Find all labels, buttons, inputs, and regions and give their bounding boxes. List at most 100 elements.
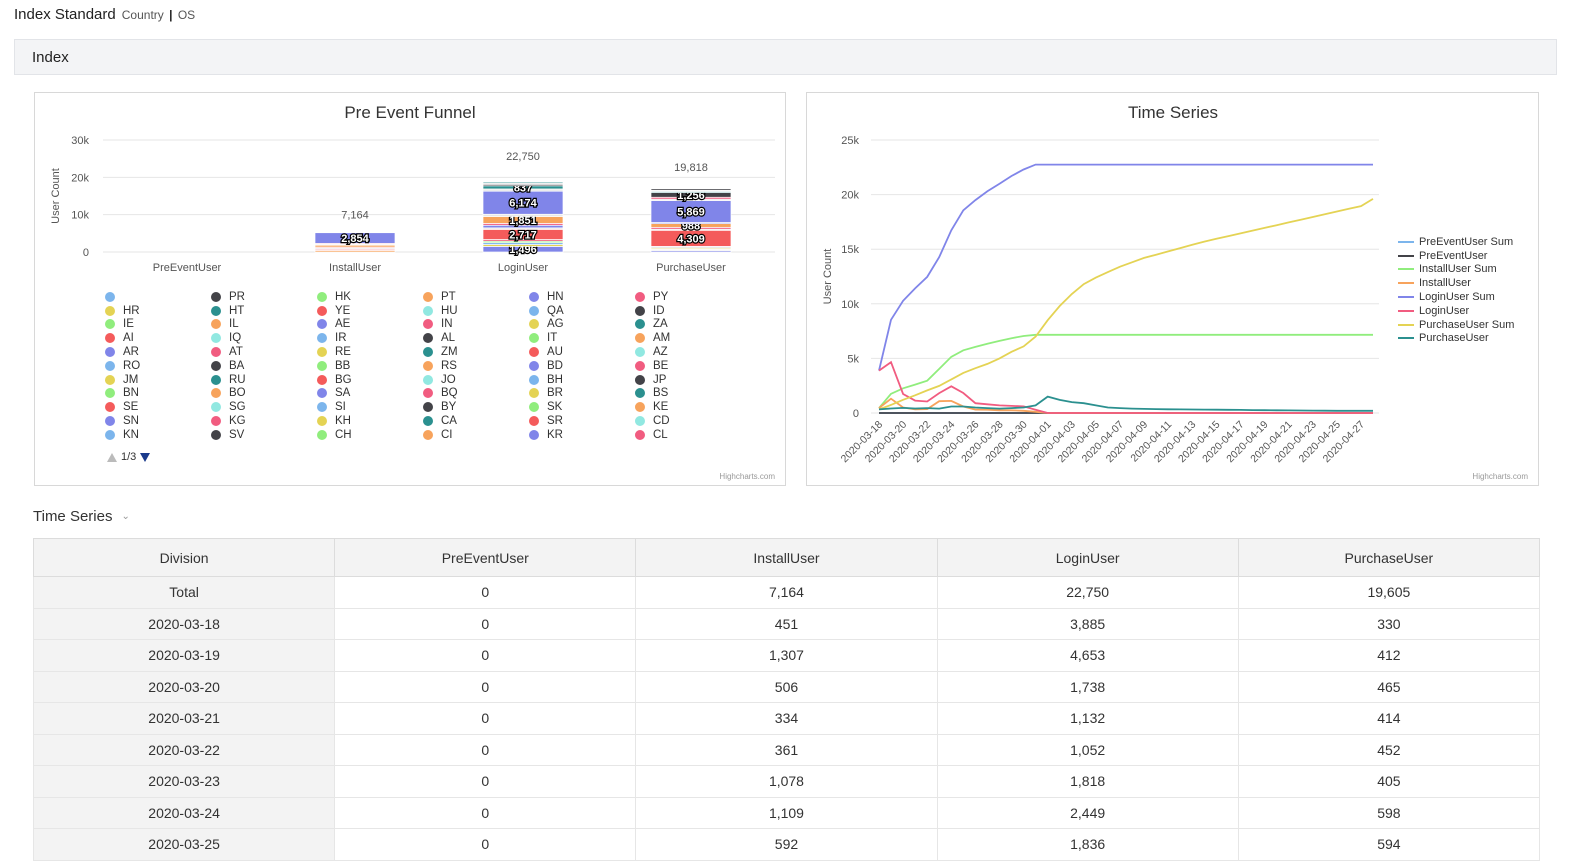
legend-item[interactable]: LoginUser Sum [1398,290,1514,304]
legend-item[interactable]: PurchaseUser [1398,332,1514,346]
legend-item[interactable]: BY [423,400,529,414]
legend-item[interactable]: PreEventUser Sum [1398,235,1514,249]
legend-item[interactable]: AZ [635,345,741,359]
column-header[interactable]: InstallUser [635,538,938,577]
legend-item[interactable]: InstallUser [1398,276,1514,290]
legend-item[interactable]: BN [105,387,211,401]
legend-item[interactable]: PY [635,290,741,304]
legend-item[interactable]: PR [211,290,317,304]
legend-label: SG [229,401,246,414]
column-header[interactable]: PurchaseUser [1237,538,1541,577]
legend-item[interactable]: AU [529,345,635,359]
legend-item[interactable]: AL [423,331,529,345]
os-link[interactable]: OS [177,8,196,22]
legend-item[interactable]: BQ [423,387,529,401]
column-header[interactable]: Division [32,538,336,577]
legend-marker [317,347,327,358]
legend-item[interactable]: CA [423,414,529,428]
legend-item[interactable]: CD [635,414,741,428]
legend-item[interactable]: ID [635,304,741,318]
legend-item[interactable]: PurchaseUser Sum [1398,318,1514,332]
pager-down-icon[interactable] [140,452,151,462]
legend-item[interactable] [105,290,211,304]
legend-item[interactable]: HU [423,304,529,318]
legend-item[interactable]: YE [317,304,423,318]
legend-item[interactable]: HK [317,290,423,304]
legend-item[interactable]: ZM [423,345,529,359]
legend-item[interactable]: BE [635,359,741,373]
legend-item[interactable]: CL [635,428,741,442]
legend-item[interactable]: HR [105,304,211,318]
legend-item[interactable]: BR [529,387,635,401]
legend-item[interactable]: SK [529,400,635,414]
legend-item[interactable]: JM [105,373,211,387]
legend-item[interactable]: IR [317,331,423,345]
table-row: 2020-03-24 0 1,109 2,449 598 [32,796,1541,829]
legend-item[interactable]: QA [529,304,635,318]
legend-item[interactable]: JP [635,373,741,387]
legend-item[interactable]: AM [635,331,741,345]
legend-item[interactable]: IN [423,318,529,332]
legend-line-icon [1398,337,1414,340]
table-cell: 0 [334,796,637,829]
legend-item[interactable]: SN [105,414,211,428]
legend-item[interactable]: AE [317,318,423,332]
column-header[interactable]: PreEventUser [334,538,637,577]
table-cell: 2,449 [936,796,1239,829]
legend-item[interactable]: BO [211,387,317,401]
legend-item[interactable]: RE [317,345,423,359]
chart-credit[interactable]: Highcharts.com [1472,472,1528,481]
legend-item[interactable]: BB [317,359,423,373]
legend-item[interactable]: SV [211,428,317,442]
bar-total-label: 7,164 [341,209,369,221]
legend-item[interactable]: LoginUser [1398,304,1514,318]
legend-item[interactable]: AR [105,345,211,359]
legend-item[interactable]: KR [529,428,635,442]
legend-item[interactable]: JO [423,373,529,387]
column-header[interactable]: LoginUser [936,538,1239,577]
legend-item[interactable]: SG [211,400,317,414]
legend-item[interactable]: IE [105,318,211,332]
legend-item[interactable]: SR [529,414,635,428]
legend-item[interactable]: IQ [211,331,317,345]
x-tick-label: LoginUser [498,262,548,274]
legend-line-icon [1398,296,1414,299]
legend-item[interactable]: RO [105,359,211,373]
legend-item[interactable]: BA [211,359,317,373]
pager-up-icon[interactable] [107,452,117,462]
legend-item[interactable]: PT [423,290,529,304]
legend-item[interactable]: KN [105,428,211,442]
bar-total-label: 19,818 [674,162,708,174]
legend-item[interactable]: ZA [635,318,741,332]
legend-item[interactable]: CH [317,428,423,442]
legend-item[interactable]: KH [317,414,423,428]
table-section-header[interactable]: Time Series ⌄ [33,508,130,525]
legend-item[interactable]: HT [211,304,317,318]
legend-item[interactable]: KE [635,400,741,414]
legend-item[interactable]: KG [211,414,317,428]
legend-item[interactable]: HN [529,290,635,304]
legend-item[interactable]: SI [317,400,423,414]
legend-item[interactable]: BH [529,373,635,387]
y-tick-label: 25k [841,135,859,147]
legend-item[interactable]: BS [635,387,741,401]
legend-item[interactable]: SA [317,387,423,401]
legend-item[interactable]: InstallUser Sum [1398,263,1514,277]
legend-label: JP [653,373,667,386]
legend-item[interactable]: BG [317,373,423,387]
legend-item[interactable]: RS [423,359,529,373]
legend-label: InstallUser [1419,277,1471,290]
legend-item[interactable]: IL [211,318,317,332]
legend-item[interactable]: BD [529,359,635,373]
legend-item[interactable]: SE [105,400,211,414]
country-link[interactable]: Country [121,8,164,22]
legend-item[interactable]: PreEventUser [1398,249,1514,263]
legend-item[interactable]: AT [211,345,317,359]
chart-credit[interactable]: Highcharts.com [719,472,775,481]
legend-item[interactable]: RU [211,373,317,387]
legend-item[interactable]: AI [105,331,211,345]
legend-item[interactable]: AG [529,318,635,332]
legend-item[interactable]: IT [529,331,635,345]
legend-item[interactable]: CI [423,428,529,442]
chevron-down-icon[interactable]: ⌄ [121,511,130,522]
